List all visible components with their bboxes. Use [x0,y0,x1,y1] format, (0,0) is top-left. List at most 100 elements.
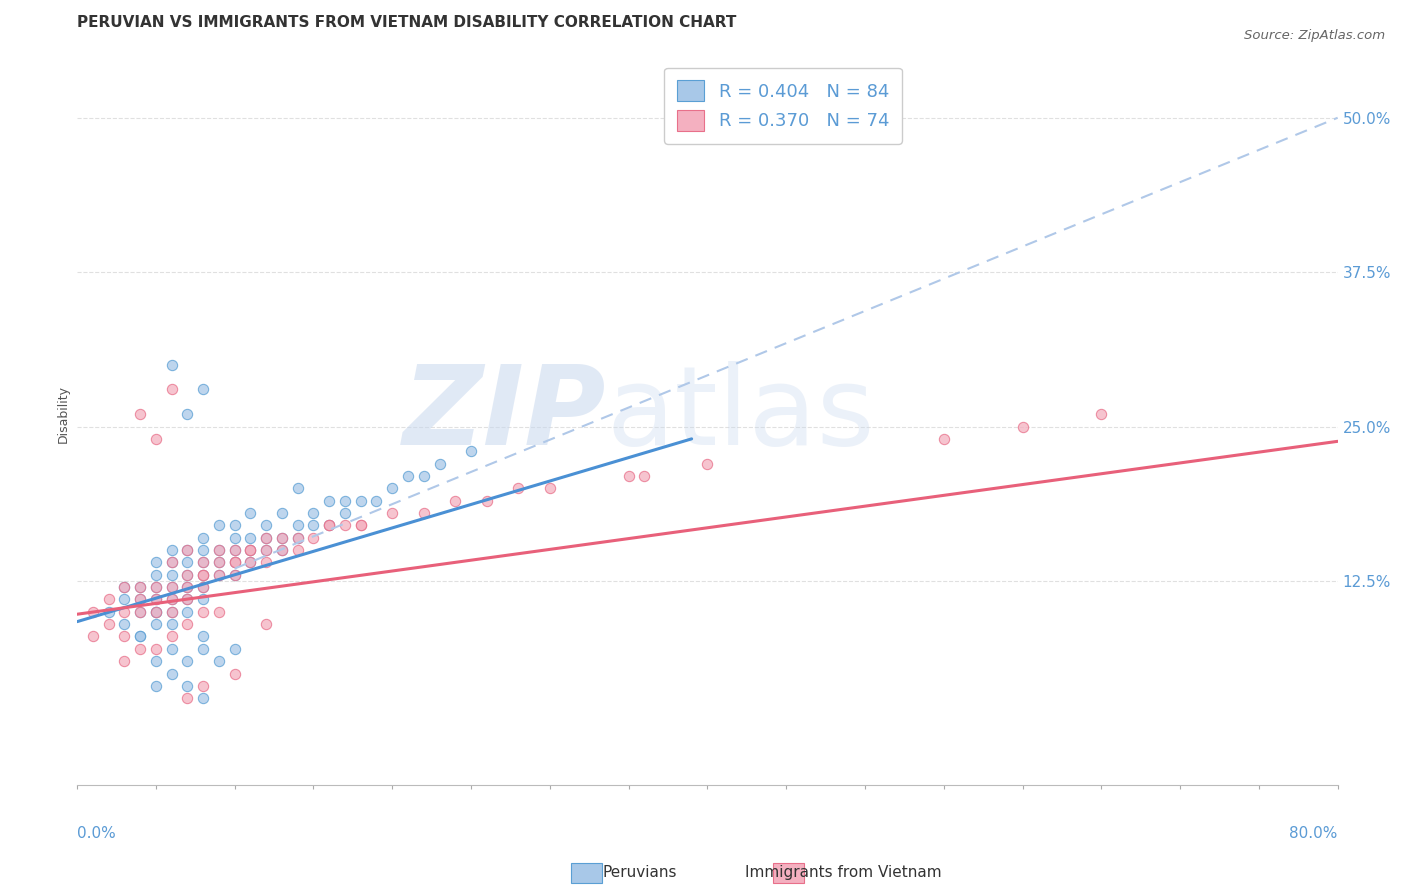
Point [160,592,183,607]
Point [208,555,231,569]
Point [193,679,215,693]
Point [129,592,152,607]
Point [193,383,215,397]
Point [444,493,467,508]
Point [287,481,309,495]
Point [208,654,231,668]
Text: Immigrants from Vietnam: Immigrants from Vietnam [745,865,942,880]
Point [208,543,231,558]
Point [129,605,152,619]
Point [145,654,167,668]
Point [193,555,215,569]
Text: 0.0%: 0.0% [77,826,115,841]
Point [381,481,404,495]
Point [176,543,198,558]
Point [193,555,215,569]
Point [224,666,246,681]
Point [208,555,231,569]
Point [112,580,135,594]
Point [193,630,215,644]
Point [460,444,482,458]
Point [129,580,152,594]
Point [97,592,120,607]
Text: ZIP: ZIP [404,360,606,467]
Point [129,630,152,644]
Point [208,518,231,533]
Point [254,543,277,558]
Point [1090,407,1112,421]
Point [302,531,325,545]
Point [112,580,135,594]
Point [129,580,152,594]
Point [82,605,104,619]
Point [318,518,340,533]
Point [97,605,120,619]
Point [350,518,373,533]
Point [160,543,183,558]
Point [381,506,404,520]
Point [129,630,152,644]
Point [145,555,167,569]
Point [287,531,309,545]
Point [160,358,183,372]
Point [239,543,262,558]
Point [193,580,215,594]
Point [129,641,152,656]
Point [208,543,231,558]
Point [287,543,309,558]
Point [160,641,183,656]
Point [145,567,167,582]
Point [145,605,167,619]
Legend: R = 0.404   N = 84, R = 0.370   N = 74: R = 0.404 N = 84, R = 0.370 N = 74 [665,68,901,144]
Point [176,617,198,632]
Point [224,555,246,569]
Point [145,641,167,656]
Point [932,432,955,446]
Point [176,592,198,607]
Point [160,555,183,569]
Point [160,630,183,644]
Point [112,592,135,607]
Point [160,383,183,397]
Point [350,493,373,508]
Point [160,567,183,582]
Point [176,592,198,607]
Point [145,592,167,607]
Point [396,469,419,483]
Point [176,679,198,693]
Point [318,518,340,533]
Point [224,567,246,582]
Text: atlas: atlas [606,360,875,467]
Point [224,543,246,558]
Point [366,493,388,508]
Point [538,481,561,495]
Point [224,641,246,656]
Point [193,543,215,558]
Point [129,592,152,607]
Point [82,630,104,644]
Point [318,518,340,533]
Point [176,580,198,594]
Text: PERUVIAN VS IMMIGRANTS FROM VIETNAM DISABILITY CORRELATION CHART: PERUVIAN VS IMMIGRANTS FROM VIETNAM DISA… [77,15,737,30]
Point [271,531,294,545]
Point [145,592,167,607]
Point [193,605,215,619]
Point [176,567,198,582]
Point [224,555,246,569]
Point [208,567,231,582]
Point [271,543,294,558]
Point [224,555,246,569]
Point [333,493,356,508]
Point [239,531,262,545]
Point [160,580,183,594]
Point [239,506,262,520]
Point [176,654,198,668]
Point [129,605,152,619]
Point [176,555,198,569]
Point [271,543,294,558]
Point [224,518,246,533]
Point [508,481,530,495]
Point [176,567,198,582]
Point [145,617,167,632]
Point [193,580,215,594]
